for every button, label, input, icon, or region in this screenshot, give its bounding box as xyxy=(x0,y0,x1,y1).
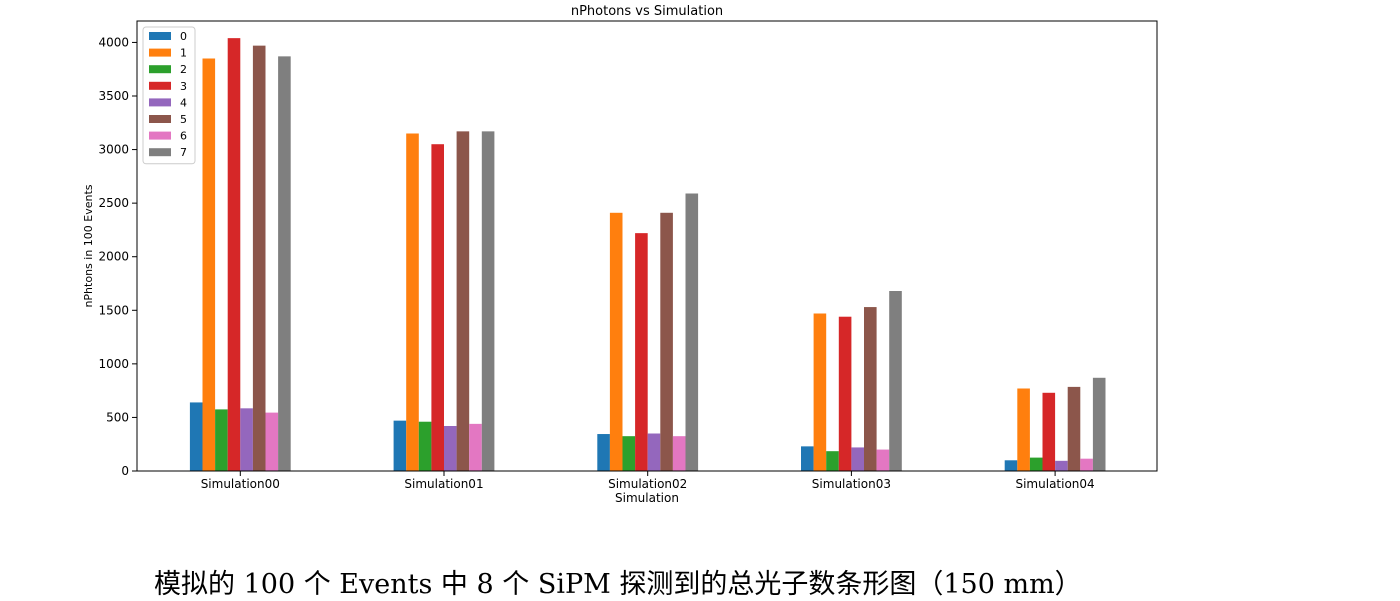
bar-simulation01-series-5 xyxy=(456,131,470,472)
legend-swatch-3 xyxy=(149,81,171,90)
bar-simulation02-series-5 xyxy=(660,212,673,472)
bar-simulation04-series-2 xyxy=(1029,457,1043,471)
bar-simulation04-series-0 xyxy=(1004,460,1018,471)
bar-simulation04-series-6 xyxy=(1080,458,1093,471)
bar-simulation00-series-6 xyxy=(265,412,279,471)
legend-label-7: 7 xyxy=(180,146,187,159)
y-tick-label: 0 xyxy=(121,464,129,478)
bar-simulation02-series-2 xyxy=(622,436,636,471)
bar-simulation04-series-5 xyxy=(1067,386,1081,471)
bar-simulation04-series-7 xyxy=(1092,377,1106,471)
bar-simulation00-series-1 xyxy=(202,58,216,471)
bar-simulation00-series-3 xyxy=(227,38,241,471)
y-axis: 0 500 1000 1500 2000 2500 3000 3500 4000 xyxy=(98,35,137,478)
bar-simulation04-series-1 xyxy=(1017,388,1030,471)
bar-simulation03-series-1 xyxy=(813,313,827,471)
y-tick-label: 2000 xyxy=(98,250,129,264)
y-tick-label: 500 xyxy=(106,410,129,424)
x-tick-label: Simulation01 xyxy=(404,477,483,491)
y-tick-label: 4000 xyxy=(98,35,129,49)
bar-simulation01-series-4 xyxy=(444,426,457,471)
bar-simulation04-series-3 xyxy=(1042,392,1056,471)
legend-swatch-1 xyxy=(149,48,171,57)
bar-simulation04-series-4 xyxy=(1055,460,1068,471)
legend-swatch-0 xyxy=(149,32,171,40)
bar-simulation02-series-7 xyxy=(685,193,699,471)
bars-layer xyxy=(189,38,1106,472)
x-axis: Simulation00 Simulation01 Simulation02 Simu… xyxy=(201,471,1095,491)
legend-label-4: 4 xyxy=(180,96,187,109)
bar-simulation01-series-6 xyxy=(469,423,482,471)
bar-simulation01-series-0 xyxy=(393,420,407,471)
y-tick-label: 2500 xyxy=(98,196,129,210)
x-axis-label: Simulation xyxy=(615,491,679,505)
bar-simulation02-series-4 xyxy=(647,433,661,471)
legend-label-3: 3 xyxy=(180,80,187,93)
legend-label-6: 6 xyxy=(180,130,187,143)
bar-simulation03-series-4 xyxy=(851,447,864,471)
bar-simulation00-series-7 xyxy=(278,56,291,472)
chart-title: nPhotons vs Simulation xyxy=(571,4,723,19)
bar-simulation02-series-6 xyxy=(672,436,686,471)
legend-swatch-2 xyxy=(149,65,171,74)
bar-simulation03-series-2 xyxy=(826,451,839,471)
figure-caption: 模拟的 100 个 Events 中 8 个 SiPM 探测到的总光子数条形图（… xyxy=(154,569,1082,600)
bar-simulation03-series-0 xyxy=(801,446,814,471)
plot-frame xyxy=(136,20,1158,472)
bar-simulation01-series-7 xyxy=(481,131,495,472)
y-axis-label: nPhtons in 100 Events xyxy=(82,184,95,307)
bar-simulation03-series-6 xyxy=(876,449,890,471)
x-tick-label: Simulation02 xyxy=(608,477,687,491)
bar-simulation01-series-1 xyxy=(406,133,419,471)
bar-simulation03-series-7 xyxy=(889,291,902,471)
bar-chart: nPhotons vs Simulation 0 500 1000 1500 2000 2… xyxy=(82,4,1158,505)
legend-swatch-7 xyxy=(149,148,171,157)
y-tick-label: 3000 xyxy=(98,143,129,157)
legend-swatch-4 xyxy=(149,98,171,107)
bar-simulation03-series-5 xyxy=(864,307,877,471)
bar-simulation00-series-0 xyxy=(189,402,203,471)
bar-simulation01-series-3 xyxy=(431,144,444,471)
y-tick-label: 3500 xyxy=(98,89,129,103)
legend-box xyxy=(142,26,196,165)
bar-simulation02-series-3 xyxy=(635,233,648,471)
bar-simulation02-series-1 xyxy=(609,212,623,472)
bar-simulation00-series-4 xyxy=(240,408,253,471)
bar-simulation02-series-0 xyxy=(597,434,610,471)
legend-swatch-5 xyxy=(149,115,171,123)
legend-label-5: 5 xyxy=(180,113,187,126)
bar-simulation00-series-5 xyxy=(252,45,266,471)
legend-label-2: 2 xyxy=(180,63,187,76)
x-tick-label: Simulation04 xyxy=(1015,477,1094,491)
y-tick-label: 1000 xyxy=(98,357,129,371)
legend-swatch-6 xyxy=(149,131,171,140)
legend: 0 1 2 3 4 5 6 7 xyxy=(142,26,196,165)
legend-label-1: 1 xyxy=(180,47,187,60)
bar-simulation01-series-2 xyxy=(418,421,432,471)
y-tick-label: 1500 xyxy=(98,303,129,317)
bar-simulation00-series-2 xyxy=(215,409,228,471)
x-tick-label: Simulation00 xyxy=(201,477,280,491)
x-tick-label: Simulation03 xyxy=(812,477,891,491)
legend-label-0: 0 xyxy=(180,30,187,43)
bar-simulation03-series-3 xyxy=(838,316,852,471)
